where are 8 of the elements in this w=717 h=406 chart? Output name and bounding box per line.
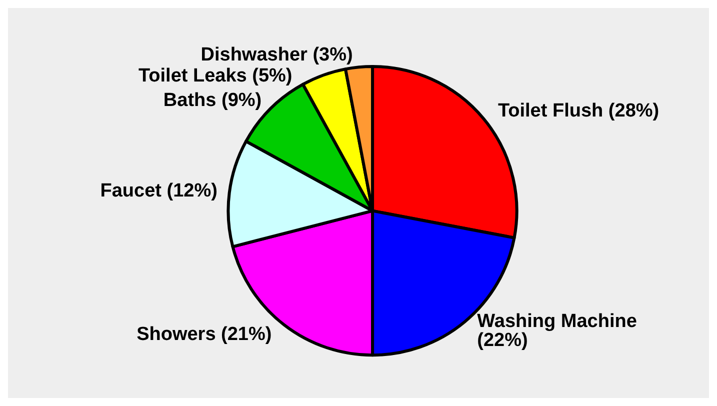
slice-label: Faucet (12%) xyxy=(100,180,218,202)
slice-label: Toilet Flush (28%) xyxy=(498,100,660,122)
slice-label: Toilet Leaks (5%) xyxy=(138,66,292,87)
slice-label: Showers (21%) xyxy=(136,324,272,345)
slice-label: Washing Machine xyxy=(477,311,642,332)
slice-label: Dishwasher (3%) xyxy=(200,44,353,66)
data-label: (22%) xyxy=(477,330,528,352)
slice-label: Baths (9%) xyxy=(163,90,262,111)
